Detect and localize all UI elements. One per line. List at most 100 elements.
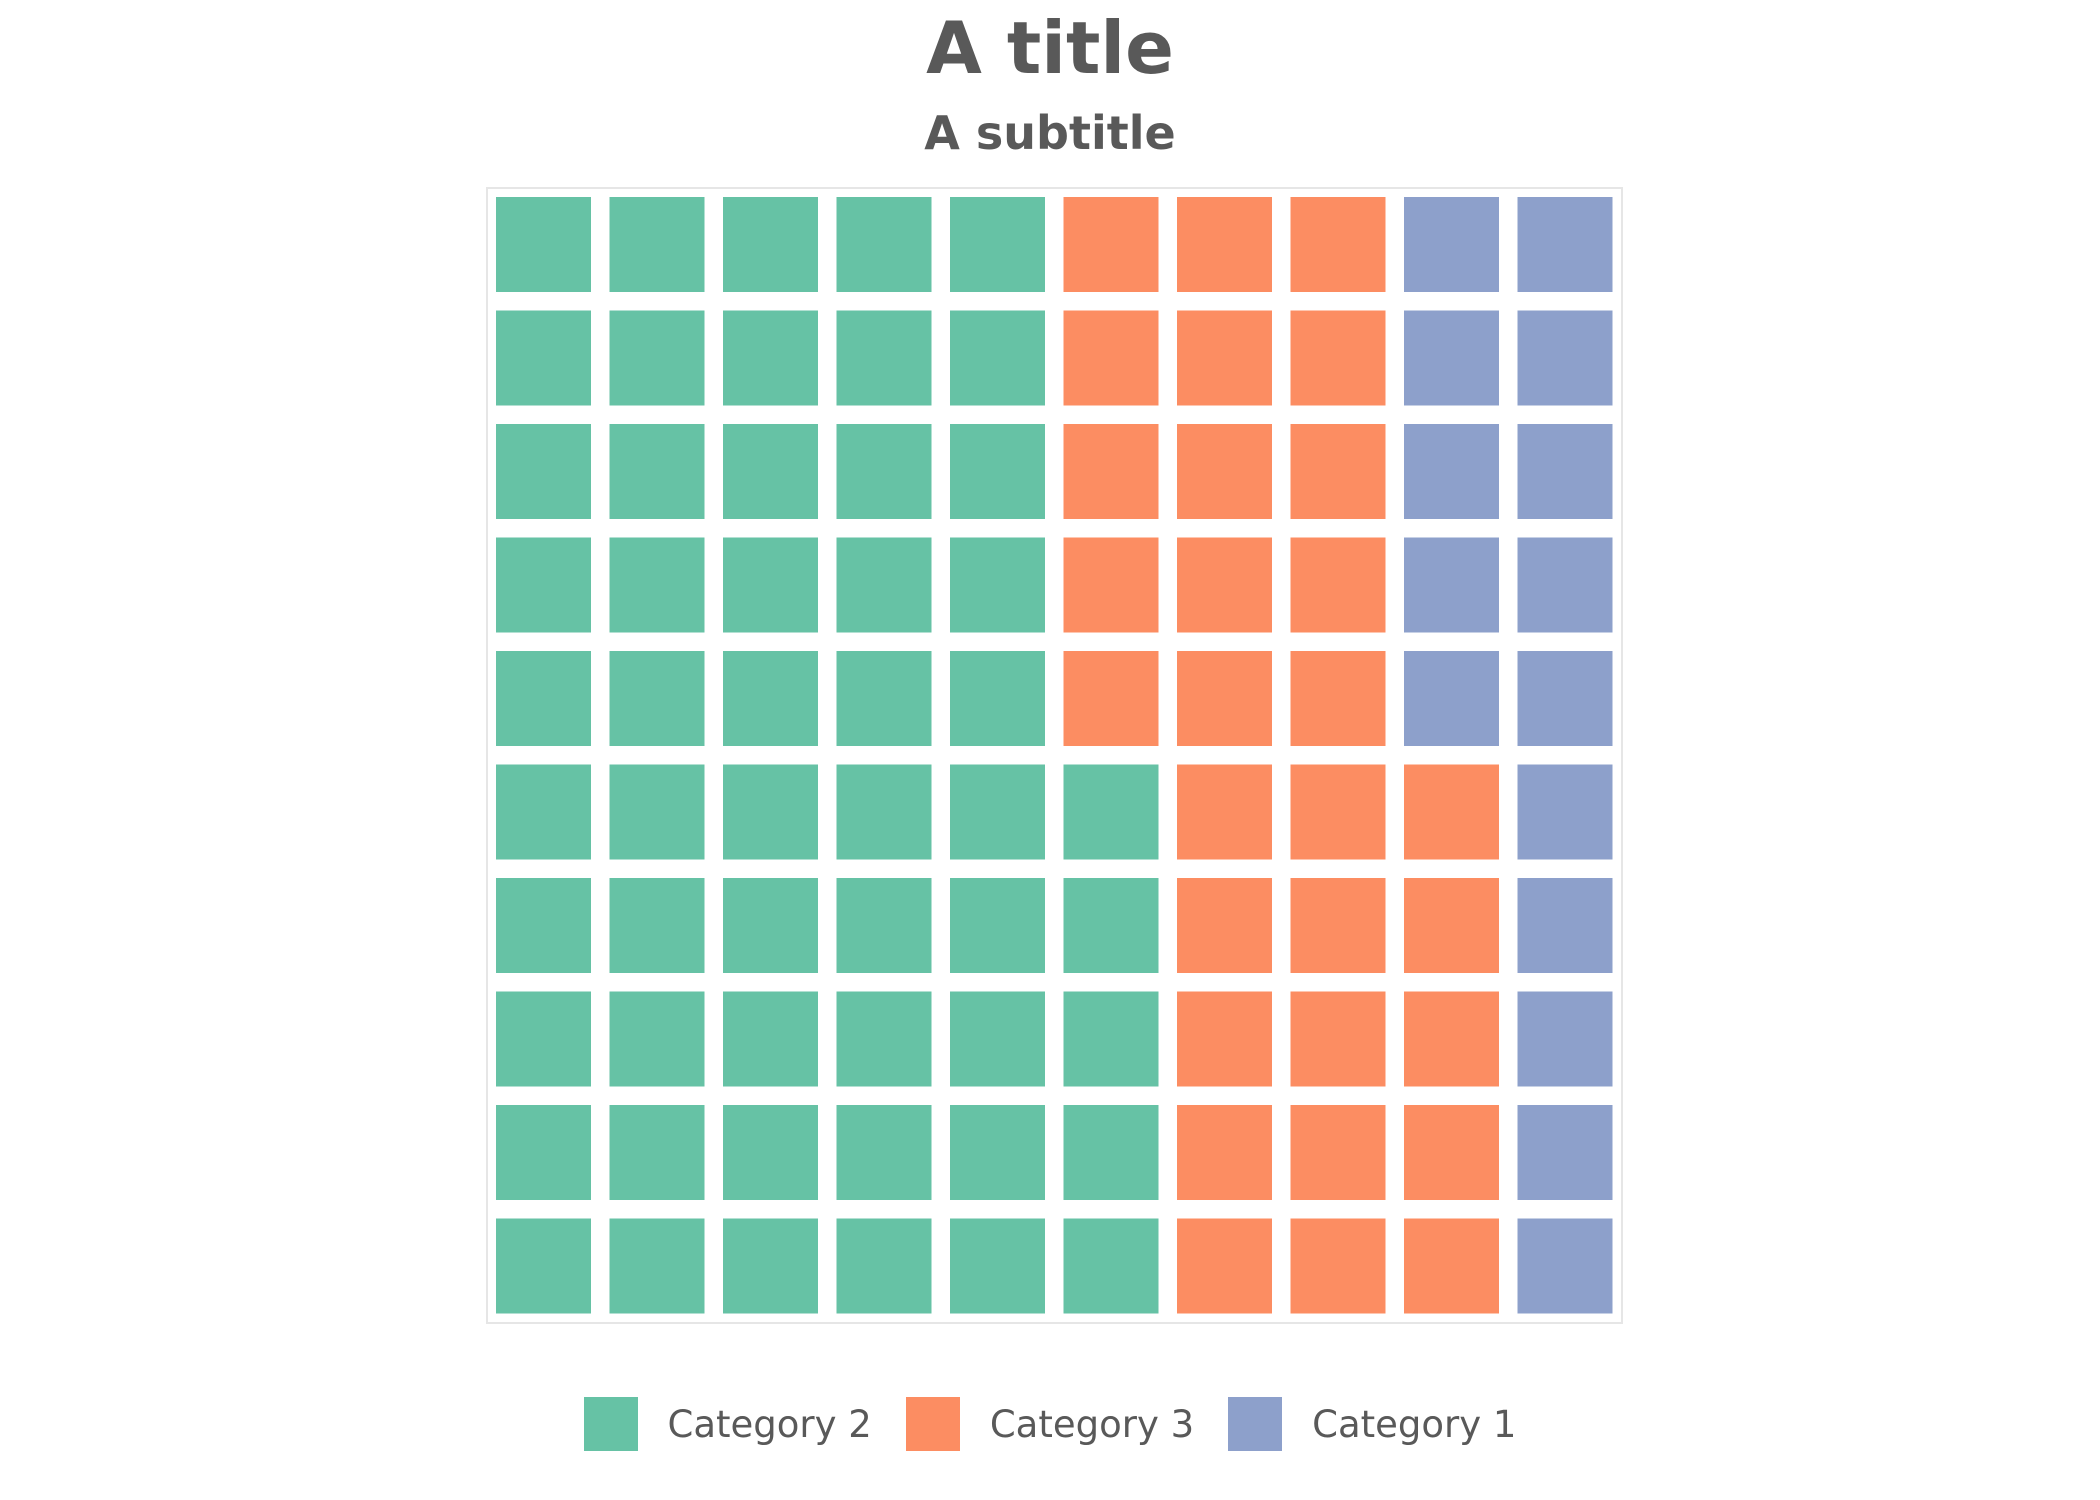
waffle-cell-category-2 [723, 537, 818, 633]
waffle-cell-category-2 [836, 310, 932, 406]
waffle-cell-category-3 [1290, 310, 1386, 406]
waffle-cell-category-3 [1177, 1218, 1272, 1314]
waffle-cell-category-3 [1177, 197, 1272, 292]
waffle-cell-category-2 [723, 651, 818, 746]
waffle-cell-category-3 [1177, 991, 1272, 1087]
legend: Category 2 Category 3 Category 1 [0, 1397, 2100, 1451]
waffle-cell-category-1 [1517, 424, 1613, 519]
legend-item: Category 2 [583, 1397, 872, 1451]
waffle-cell-category-3 [1290, 1218, 1386, 1314]
waffle-cell-category-2 [609, 537, 705, 633]
waffle-cell-category-2 [723, 878, 818, 973]
waffle-cell-category-1 [1404, 310, 1499, 406]
waffle-cell-category-1 [1517, 991, 1613, 1087]
waffle-cell-category-1 [1517, 1218, 1613, 1314]
waffle-cell-category-2 [723, 1105, 818, 1200]
legend-item: Category 3 [905, 1397, 1195, 1451]
waffle-cell-category-2 [496, 1218, 591, 1314]
waffle-cell-category-2 [496, 764, 591, 860]
waffle-cell-category-2 [950, 1218, 1045, 1314]
waffle-cell-category-2 [836, 991, 932, 1087]
waffle-cell-category-3 [1063, 424, 1159, 519]
waffle-cell-category-2 [950, 878, 1045, 973]
waffle-cell-category-3 [1404, 764, 1499, 860]
waffle-cell-category-2 [723, 764, 818, 860]
waffle-cell-category-2 [723, 991, 818, 1087]
waffle-cell-category-1 [1404, 651, 1499, 746]
waffle-cell-category-3 [1177, 424, 1272, 519]
waffle-cell-category-2 [836, 197, 932, 292]
waffle-cell-category-2 [950, 537, 1045, 633]
waffle-cell-category-3 [1177, 1105, 1272, 1200]
waffle-cell-category-3 [1177, 537, 1272, 633]
legend-label: Category 1 [1312, 1402, 1517, 1446]
waffle-cell-category-2 [723, 424, 818, 519]
waffle-cell-category-2 [609, 878, 705, 973]
waffle-cell-category-1 [1517, 878, 1613, 973]
waffle-cell-category-2 [1063, 878, 1159, 973]
waffle-cell-category-3 [1290, 764, 1386, 860]
waffle-cell-category-3 [1290, 197, 1386, 292]
waffle-cell-category-1 [1517, 537, 1613, 633]
waffle-cell-category-3 [1063, 197, 1159, 292]
waffle-cell-category-2 [950, 651, 1045, 746]
waffle-cell-category-3 [1290, 424, 1386, 519]
waffle-cell-category-3 [1063, 310, 1159, 406]
waffle-cell-category-2 [1063, 1105, 1159, 1200]
waffle-cell-category-2 [723, 310, 818, 406]
waffle-cell-category-3 [1290, 878, 1386, 973]
waffle-cell-category-2 [496, 197, 591, 292]
waffle-cell-category-1 [1404, 197, 1499, 292]
plot-frame [486, 187, 1623, 1324]
waffle-cell-category-2 [496, 537, 591, 633]
waffle-cell-category-1 [1404, 424, 1499, 519]
waffle-cell-category-2 [836, 764, 932, 860]
waffle-cell-category-2 [496, 1105, 591, 1200]
legend-swatch [1228, 1397, 1283, 1451]
waffle-cell-category-2 [836, 1218, 932, 1314]
waffle-cell-category-3 [1404, 878, 1499, 973]
waffle-cell-category-2 [1063, 764, 1159, 860]
chart-title: A title [926, 6, 1174, 90]
waffle-cell-category-2 [496, 424, 591, 519]
waffle-cell-category-2 [836, 878, 932, 973]
waffle-cell-category-2 [609, 424, 705, 519]
waffle-cell-category-3 [1177, 651, 1272, 746]
waffle-cell-category-1 [1517, 764, 1613, 860]
waffle-cell-category-1 [1517, 1105, 1613, 1200]
waffle-cell-category-2 [496, 651, 591, 746]
legend-label: Category 2 [667, 1402, 872, 1446]
waffle-cell-category-1 [1404, 537, 1499, 633]
waffle-cell-category-2 [496, 878, 591, 973]
waffle-cell-category-3 [1404, 991, 1499, 1087]
waffle-cell-category-2 [496, 991, 591, 1087]
waffle-cell-category-2 [836, 1105, 932, 1200]
waffle-cell-category-2 [950, 310, 1045, 406]
waffle-cell-category-2 [723, 197, 818, 292]
legend-label: Category 3 [989, 1402, 1195, 1446]
waffle-cell-category-2 [950, 991, 1045, 1087]
waffle-cell-category-2 [609, 764, 705, 860]
waffle-cell-category-2 [950, 1105, 1045, 1200]
waffle-cell-category-1 [1517, 651, 1613, 746]
waffle-cell-category-1 [1517, 197, 1613, 292]
legend-swatch [905, 1397, 960, 1451]
legend-swatch [583, 1397, 638, 1451]
waffle-cell-category-2 [950, 197, 1045, 292]
waffle-cell-category-2 [1063, 991, 1159, 1087]
waffle-cell-category-3 [1063, 651, 1159, 746]
waffle-cell-category-2 [609, 310, 705, 406]
waffle-cell-category-2 [723, 1218, 818, 1314]
waffle-cell-category-2 [496, 310, 591, 406]
waffle-cell-category-3 [1177, 878, 1272, 973]
waffle-cell-category-3 [1290, 537, 1386, 633]
legend-item: Category 1 [1228, 1397, 1516, 1451]
waffle-cell-category-3 [1290, 1105, 1386, 1200]
waffle-cell-category-2 [836, 651, 932, 746]
waffle-cell-category-3 [1404, 1105, 1499, 1200]
waffle-cell-category-2 [609, 991, 705, 1087]
waffle-cell-category-2 [609, 1105, 705, 1200]
chart-subtitle: A subtitle [924, 106, 1176, 160]
waffle-cell-category-3 [1177, 310, 1272, 406]
